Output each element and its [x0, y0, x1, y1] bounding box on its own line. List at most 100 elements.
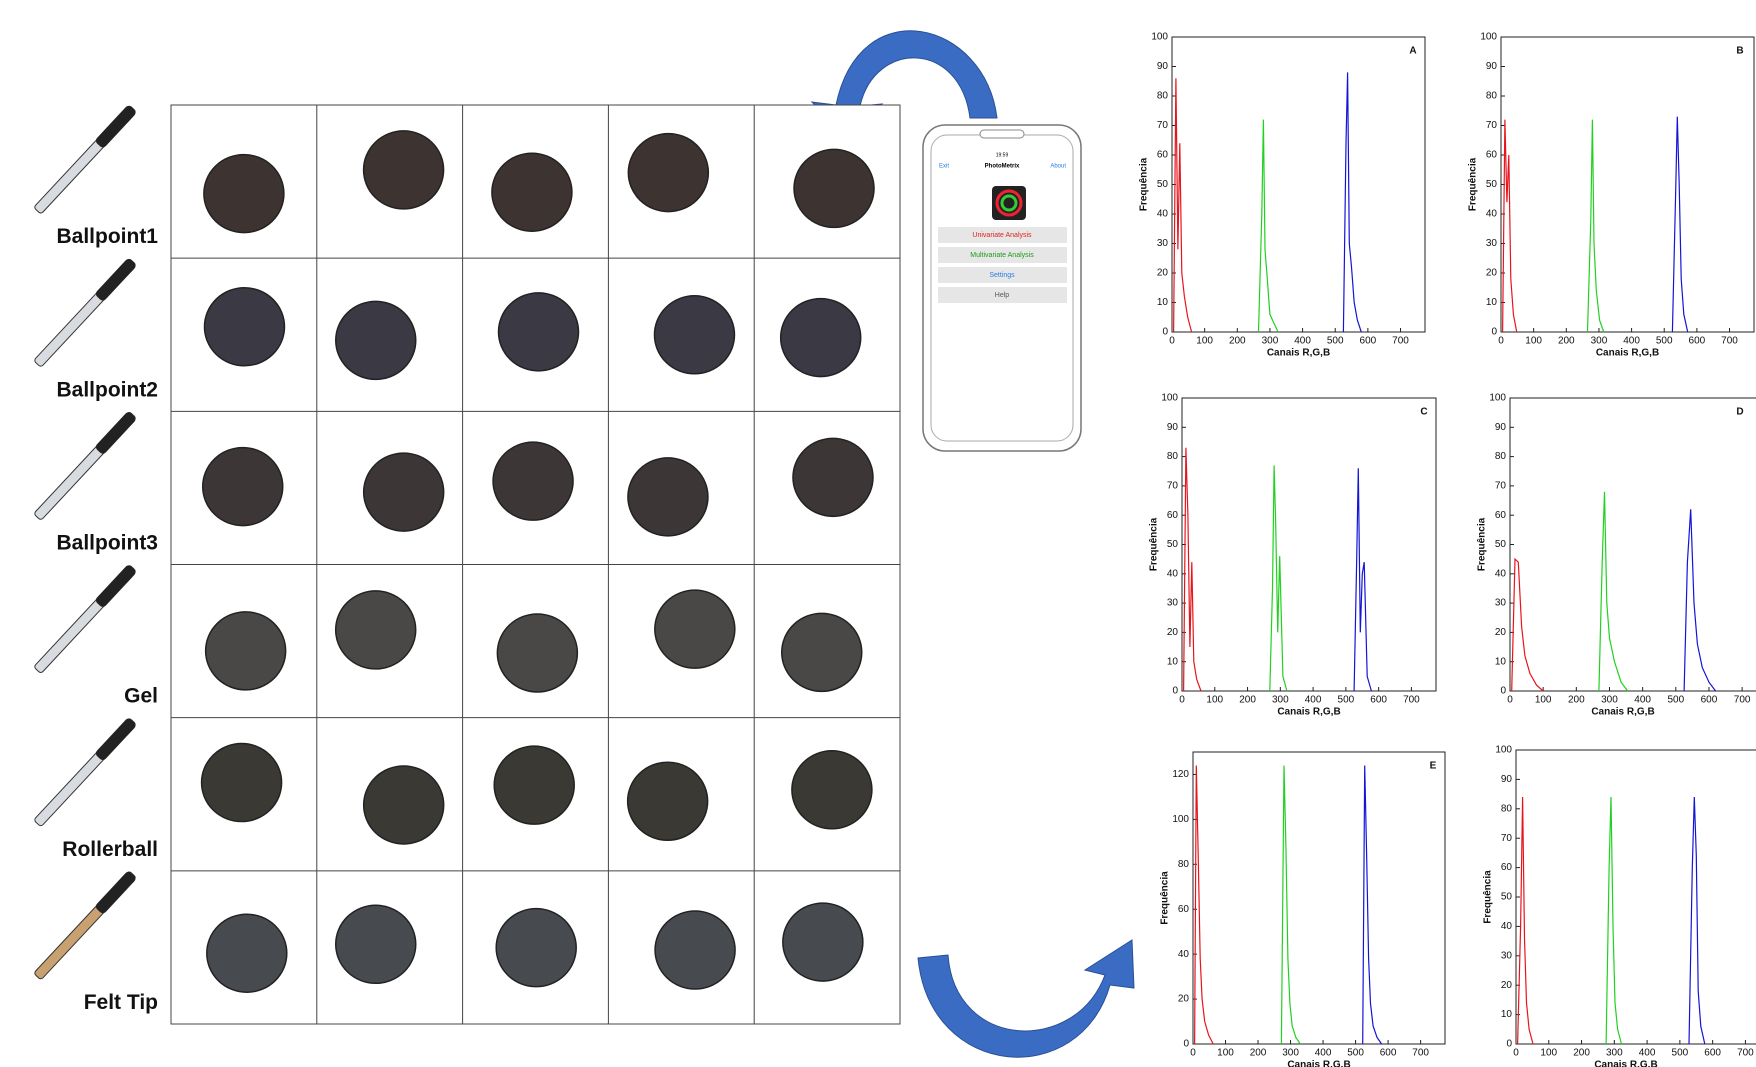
histogram-line	[1606, 797, 1621, 1044]
pen-cap	[94, 411, 137, 456]
app-title: PhotoMetrix	[985, 164, 1020, 170]
y-tick-label: 100	[1161, 393, 1178, 404]
x-tick-label: 700	[1721, 336, 1738, 347]
y-tick-label: 30	[1486, 238, 1498, 249]
plot-frame	[1516, 750, 1756, 1044]
ink-spot	[793, 438, 873, 516]
x-tick-label: 500	[1667, 695, 1684, 706]
x-tick-label: 500	[1656, 336, 1673, 347]
nav-button[interactable]: Exit	[939, 164, 949, 170]
ink-spot	[792, 751, 872, 829]
y-tick-label: 70	[1501, 833, 1513, 844]
x-tick-label: 200	[1558, 336, 1575, 347]
menu-label: Multivariate Analysis	[970, 252, 1034, 259]
histogram-line	[1195, 766, 1214, 1045]
y-tick-label: 0	[1183, 1039, 1189, 1050]
x-tick-label: 300	[1606, 1048, 1623, 1059]
x-tick-label: 400	[1623, 336, 1640, 347]
x-axis-label: Canais R,G,B	[1267, 348, 1330, 359]
ink-spot	[783, 903, 863, 981]
x-tick-label: 700	[1412, 1048, 1429, 1059]
y-tick-label: 90	[1157, 61, 1169, 72]
plot-frame	[1193, 752, 1445, 1044]
x-tick-label: 0	[1513, 1048, 1519, 1059]
pen-label: Ballpoint1	[56, 225, 158, 248]
x-axis-label: Canais R,G,B	[1591, 707, 1654, 718]
y-tick-label: 10	[1167, 656, 1179, 667]
y-tick-label: 80	[1486, 91, 1498, 102]
x-tick-label: 300	[1591, 336, 1608, 347]
ink-spot	[336, 301, 416, 379]
y-tick-label: 50	[1486, 179, 1498, 190]
nav-button[interactable]: About	[1050, 164, 1066, 170]
y-tick-label: 10	[1501, 1009, 1513, 1020]
ink-spot	[628, 762, 708, 840]
ink-spot	[336, 591, 416, 669]
ink-spot	[628, 134, 708, 212]
y-axis-label: Frequência	[1483, 870, 1494, 924]
x-tick-label: 500	[1338, 695, 1355, 706]
y-tick-label: 100	[1495, 745, 1512, 756]
ink-spot	[782, 613, 862, 691]
pen-icon	[33, 104, 137, 215]
pen-label: Ballpoint3	[56, 531, 158, 554]
ink-spot	[655, 590, 735, 668]
x-tick-label: 0	[1507, 695, 1513, 706]
y-tick-label: 70	[1486, 120, 1498, 131]
panel-label: E	[1430, 761, 1437, 772]
x-tick-label: 600	[1370, 695, 1387, 706]
menu-label: Settings	[989, 272, 1015, 279]
y-tick-label: 90	[1167, 422, 1179, 433]
y-tick-label: 100	[1480, 32, 1497, 43]
y-tick-label: 60	[1178, 904, 1190, 915]
histogram-line	[1259, 120, 1279, 332]
y-tick-label: 40	[1157, 209, 1169, 220]
y-axis-label: Frequência	[1160, 871, 1171, 925]
x-tick-label: 100	[1206, 695, 1223, 706]
y-tick-label: 90	[1495, 422, 1507, 433]
y-tick-label: 10	[1157, 297, 1169, 308]
x-tick-label: 200	[1568, 695, 1585, 706]
y-tick-label: 60	[1495, 510, 1507, 521]
x-tick-label: 500	[1347, 1048, 1364, 1059]
histogram-line	[1503, 120, 1517, 332]
x-tick-label: 100	[1196, 336, 1213, 347]
y-tick-label: 10	[1495, 656, 1507, 667]
x-tick-label: 0	[1190, 1048, 1196, 1059]
phone-notch	[980, 130, 1024, 138]
x-tick-label: 300	[1601, 695, 1618, 706]
y-tick-label: 100	[1151, 32, 1168, 43]
ink-spot	[655, 911, 735, 989]
x-tick-label: 400	[1634, 695, 1651, 706]
y-tick-label: 60	[1501, 862, 1513, 873]
y-tick-label: 0	[1162, 327, 1168, 338]
x-axis-label: Canais R,G,B	[1596, 348, 1659, 359]
pen-label: Rollerball	[62, 838, 158, 861]
y-tick-label: 60	[1486, 150, 1498, 161]
y-tick-label: 0	[1172, 686, 1178, 697]
arrow	[918, 940, 1134, 1057]
y-axis-label: Frequência	[1139, 157, 1150, 211]
pen-icon	[33, 411, 137, 522]
x-tick-label: 400	[1639, 1048, 1656, 1059]
y-tick-label: 50	[1167, 539, 1179, 550]
y-tick-label: 50	[1157, 179, 1169, 190]
histogram-line	[1281, 766, 1300, 1045]
plot-frame	[1182, 398, 1436, 691]
x-tick-label: 500	[1327, 336, 1344, 347]
y-tick-label: 70	[1157, 120, 1169, 131]
y-tick-label: 100	[1172, 814, 1189, 825]
ink-spot	[364, 453, 444, 531]
page: 19:59 Exit PhotoMetrix About Univariate …	[0, 0, 1756, 1067]
ink-spot	[204, 155, 284, 233]
histogram-line	[1343, 72, 1361, 332]
plot-frame	[1172, 37, 1425, 332]
pen-label: Ballpoint2	[56, 378, 158, 401]
y-tick-label: 40	[1178, 949, 1190, 960]
y-tick-label: 20	[1167, 627, 1179, 638]
y-tick-label: 60	[1157, 150, 1169, 161]
y-tick-label: 70	[1167, 481, 1179, 492]
x-tick-label: 200	[1239, 695, 1256, 706]
histogram-line	[1599, 492, 1628, 691]
x-tick-label: 0	[1169, 336, 1175, 347]
